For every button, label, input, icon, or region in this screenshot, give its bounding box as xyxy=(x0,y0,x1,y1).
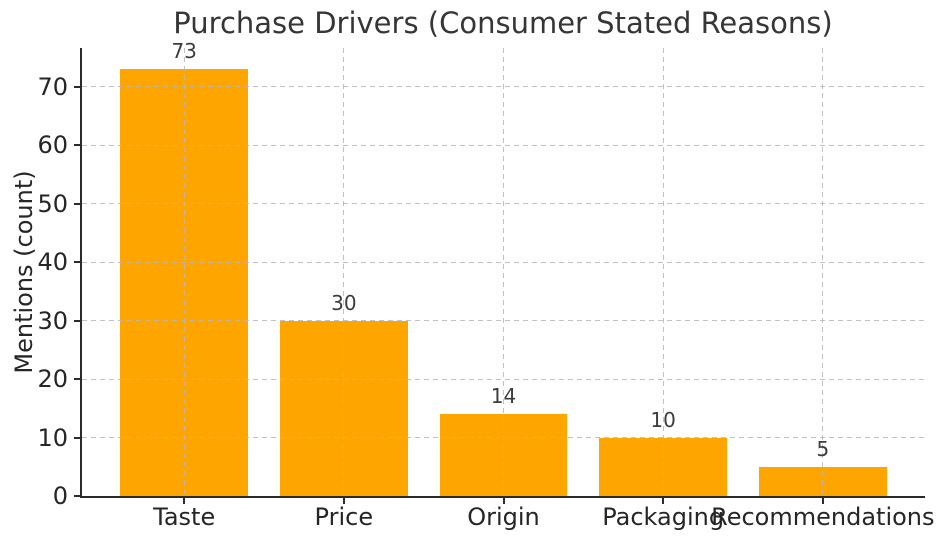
bar-value-label: 5 xyxy=(816,436,830,461)
x-tick-mark xyxy=(183,496,186,504)
bar-value-label: 73 xyxy=(171,39,197,64)
x-tick-mark xyxy=(662,496,665,504)
y-axis-spine xyxy=(80,48,82,498)
v-gridline xyxy=(822,48,824,496)
x-tick-mark xyxy=(502,496,505,504)
x-tick-label: Packaging xyxy=(602,503,725,531)
v-gridline xyxy=(183,48,185,496)
y-tick-mark xyxy=(74,261,82,264)
v-gridline xyxy=(503,48,504,496)
y-tick-mark xyxy=(74,436,82,439)
y-tick-mark xyxy=(74,144,82,147)
y-tick-mark xyxy=(74,202,82,205)
bar-value-label: 10 xyxy=(650,407,676,432)
y-tick-label: 0 xyxy=(52,482,68,510)
y-axis-label: Mentions (count) xyxy=(10,170,38,374)
x-tick-label: Taste xyxy=(153,503,216,531)
x-tick-label: Origin xyxy=(467,503,540,531)
x-tick-mark xyxy=(342,496,345,504)
v-gridline xyxy=(343,48,345,496)
x-tick-label: Price xyxy=(314,503,374,531)
y-tick-label: 40 xyxy=(37,248,68,277)
x-axis-spine xyxy=(80,496,925,498)
y-tick-label: 30 xyxy=(37,306,68,335)
y-tick-mark xyxy=(74,378,82,381)
y-tick-label: 70 xyxy=(37,72,68,101)
v-gridline xyxy=(662,48,664,496)
bar-value-label: 14 xyxy=(490,384,517,409)
bar-value-label: 30 xyxy=(331,290,357,315)
y-tick-label: 20 xyxy=(37,365,68,394)
x-tick-label: Recommendations xyxy=(711,503,935,531)
y-tick-mark xyxy=(74,85,82,88)
y-tick-label: 50 xyxy=(37,189,68,218)
y-tick-label: 10 xyxy=(37,423,68,452)
chart-title: Purchase Drivers (Consumer Stated Reason… xyxy=(173,6,833,40)
y-tick-label: 60 xyxy=(37,131,68,160)
y-tick-mark xyxy=(74,495,82,497)
x-tick-mark xyxy=(821,496,824,504)
y-tick-mark xyxy=(74,319,82,322)
